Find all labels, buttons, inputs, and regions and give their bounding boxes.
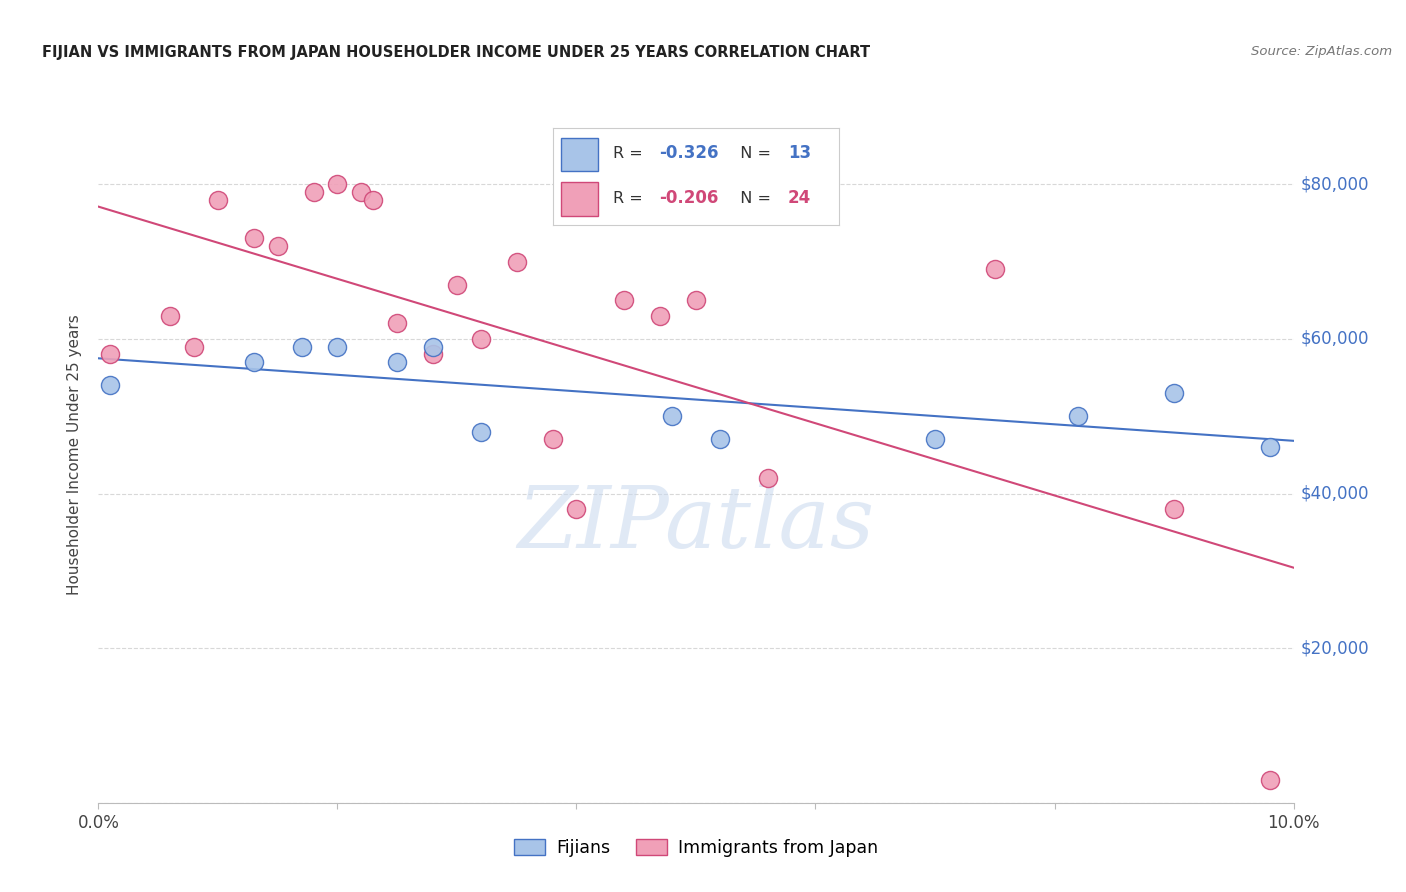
Point (756, 471, 779, 485)
Point (648, 309, 672, 323)
Text: N =: N = (730, 145, 776, 161)
Text: FIJIAN VS IMMIGRANTS FROM JAPAN HOUSEHOLDER INCOME UNDER 25 YEARS CORRELATION CH: FIJIAN VS IMMIGRANTS FROM JAPAN HOUSEHOL… (42, 45, 870, 60)
Text: ZIPatlas: ZIPatlas (517, 483, 875, 566)
Point (1163, 386, 1185, 401)
Point (541, 433, 564, 447)
Point (326, 178, 349, 192)
Point (709, 433, 731, 447)
Text: -0.206: -0.206 (658, 189, 718, 207)
Point (565, 502, 588, 516)
Point (983, 262, 1005, 277)
Point (422, 347, 444, 361)
Point (661, 409, 683, 424)
Point (385, 317, 409, 331)
Point (207, 193, 229, 207)
Point (446, 277, 468, 292)
Text: R =: R = (613, 191, 648, 205)
Text: $80,000: $80,000 (1301, 176, 1369, 194)
Text: Source: ZipAtlas.com: Source: ZipAtlas.com (1251, 45, 1392, 58)
Point (183, 340, 205, 354)
Point (267, 239, 290, 253)
Text: 13: 13 (787, 145, 811, 162)
Point (506, 254, 529, 268)
Point (98, 378, 122, 392)
Point (290, 340, 312, 354)
Text: -0.326: -0.326 (658, 145, 718, 162)
Point (1067, 409, 1090, 424)
Text: 24: 24 (787, 189, 811, 207)
Point (1163, 502, 1185, 516)
Point (1258, 440, 1281, 454)
FancyBboxPatch shape (561, 183, 599, 216)
Point (685, 293, 707, 308)
Point (243, 355, 266, 369)
Point (326, 340, 349, 354)
Text: $20,000: $20,000 (1301, 640, 1369, 657)
Text: $60,000: $60,000 (1301, 330, 1369, 348)
Text: $40,000: $40,000 (1301, 484, 1369, 502)
Point (1258, 772, 1281, 787)
Point (470, 425, 492, 439)
Point (363, 193, 385, 207)
Point (159, 309, 181, 323)
Point (243, 231, 266, 245)
Point (613, 293, 636, 308)
Point (422, 340, 444, 354)
Text: N =: N = (730, 191, 776, 205)
Point (470, 332, 492, 346)
Point (350, 185, 373, 199)
Legend: Fijians, Immigrants from Japan: Fijians, Immigrants from Japan (508, 831, 884, 863)
Y-axis label: Householder Income Under 25 years: Householder Income Under 25 years (67, 315, 83, 595)
Point (302, 185, 325, 199)
Point (98, 347, 122, 361)
FancyBboxPatch shape (561, 137, 599, 170)
Point (924, 433, 946, 447)
Point (385, 355, 409, 369)
Text: R =: R = (613, 145, 648, 161)
